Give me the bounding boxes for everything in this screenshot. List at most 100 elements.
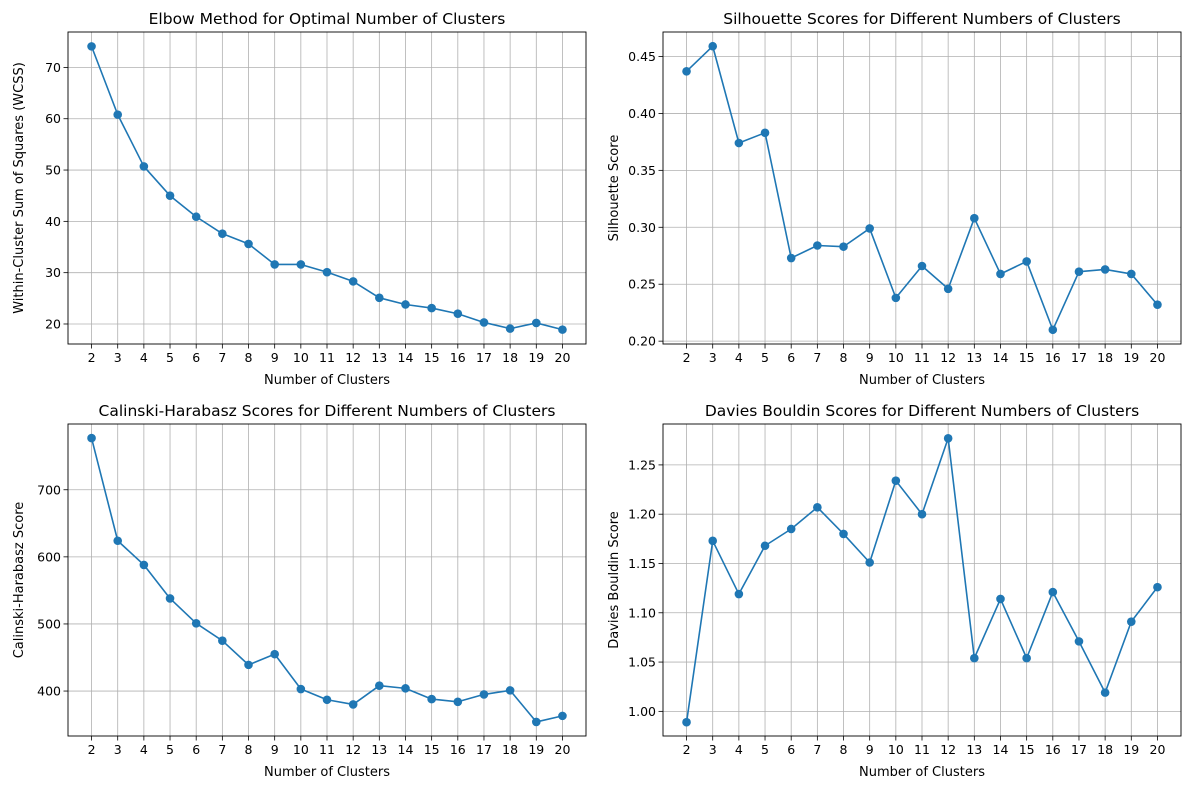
x-tick-label: 19	[1123, 742, 1139, 757]
x-tick-label: 20	[1150, 350, 1166, 365]
y-tick-label: 0.35	[628, 163, 656, 178]
data-point	[505, 324, 515, 333]
data-point	[970, 653, 979, 663]
x-tick-label: 2	[683, 742, 691, 757]
x-tick-label: 20	[555, 350, 571, 365]
data-point	[270, 260, 279, 269]
x-tick-label: 17	[476, 742, 492, 757]
x-tick-label: 4	[735, 742, 743, 757]
data-point	[1074, 267, 1084, 276]
x-tick-label: 10	[888, 742, 904, 757]
x-tick-label: 18	[502, 742, 518, 757]
y-tick-label: 1.20	[628, 507, 656, 522]
data-point	[427, 303, 436, 313]
x-tick-label: 11	[319, 742, 335, 757]
data-point	[1022, 653, 1031, 663]
y-tick-label: 1.10	[628, 605, 656, 620]
y-tick-label: 1.05	[628, 655, 656, 670]
data-point	[839, 242, 848, 251]
calinski-harabasz-chart-panel: 2 3 4 5 6 7 8 9 10 11 12 13 14 15 16 17 18 19 20 400 500 600 7…	[12, 402, 587, 780]
data-point	[296, 260, 306, 269]
data-point	[479, 690, 489, 699]
series	[682, 433, 1162, 727]
y-axis-label: Calinski-Harabasz Score	[12, 502, 27, 659]
x-tick-label: 2	[88, 742, 96, 757]
data-point	[1100, 688, 1110, 697]
y-tick-label: 0.40	[628, 106, 656, 121]
data-point	[917, 261, 927, 271]
x-tick-label: 8	[245, 350, 253, 365]
x-tick-label: 17	[1071, 350, 1087, 365]
y-tick-label: 0.30	[628, 220, 656, 235]
data-point	[244, 660, 253, 670]
y-tick-label: 60	[45, 111, 61, 126]
data-point	[401, 684, 410, 693]
x-tick-label: 7	[813, 742, 821, 757]
x-tick-label: 6	[787, 742, 795, 757]
x-tick-label: 16	[450, 350, 466, 365]
series	[87, 42, 567, 334]
x-tick-label: 20	[555, 742, 571, 757]
tick-marks: 2 3 4 5 6 7 8 9 10 11 12 13 14 15 16 17 18 19 20 0.20 0.25 0.…	[628, 49, 1165, 365]
data-point	[1100, 265, 1110, 274]
x-tick-label: 8	[840, 350, 848, 365]
x-tick-label: 2	[88, 350, 96, 365]
data-point	[505, 686, 515, 695]
data-point	[87, 433, 96, 443]
data-point	[139, 560, 149, 570]
data-point	[322, 695, 332, 705]
x-tick-label: 8	[245, 742, 253, 757]
data-point	[943, 433, 953, 443]
data-point	[1074, 637, 1084, 646]
x-tick-label: 4	[140, 350, 148, 365]
data-point	[218, 229, 227, 238]
y-tick-label: 500	[37, 616, 61, 631]
data-point	[375, 681, 384, 690]
x-tick-label: 5	[761, 742, 769, 757]
x-tick-label: 16	[1045, 742, 1061, 757]
y-tick-label: 0.45	[628, 49, 656, 64]
data-point	[531, 318, 541, 328]
x-tick-label: 9	[271, 742, 279, 757]
x-tick-label: 19	[528, 350, 544, 365]
data-point	[786, 524, 796, 534]
data-point	[708, 536, 718, 546]
y-tick-label: 1.00	[628, 704, 656, 719]
x-tick-label: 3	[709, 350, 717, 365]
data-point	[786, 253, 796, 263]
x-tick-label: 10	[293, 350, 309, 365]
x-tick-label: 10	[888, 350, 904, 365]
data-point	[813, 502, 822, 512]
x-tick-label: 7	[218, 742, 226, 757]
x-tick-label: 11	[914, 350, 930, 365]
data-point	[139, 162, 149, 171]
x-tick-label: 8	[840, 742, 848, 757]
data-point	[348, 700, 358, 709]
x-tick-label: 3	[114, 742, 122, 757]
y-tick-label: 40	[45, 214, 61, 229]
silhouette-chart-panel: 2 3 4 5 6 7 8 9 10 11 12 13 14 15 16 17 18 19 20 0.20 0.25 0.…	[607, 10, 1182, 388]
y-tick-label: 20	[45, 316, 61, 331]
x-tick-label: 19	[528, 742, 544, 757]
y-tick-label: 1.25	[628, 457, 656, 472]
data-point	[375, 293, 384, 303]
data-point	[760, 128, 770, 138]
x-axis-label: Number of Clusters	[859, 765, 985, 780]
data-point	[813, 241, 822, 250]
data-point	[1153, 300, 1162, 310]
x-tick-label: 12	[940, 350, 956, 365]
data-point	[996, 594, 1005, 604]
x-tick-label: 11	[319, 350, 335, 365]
x-tick-label: 12	[345, 742, 361, 757]
data-point	[165, 594, 175, 603]
data-point	[682, 66, 691, 76]
x-tick-label: 15	[424, 742, 440, 757]
data-point	[113, 110, 123, 119]
x-tick-label: 13	[371, 742, 387, 757]
x-tick-label: 6	[192, 350, 200, 365]
x-tick-label: 4	[140, 742, 148, 757]
data-point	[734, 589, 744, 599]
tick-marks: 2 3 4 5 6 7 8 9 10 11 12 13 14 15 16 17 18 19 20 1.00 1.05 1.…	[628, 457, 1165, 757]
x-tick-label: 6	[787, 350, 795, 365]
data-point	[682, 717, 691, 727]
